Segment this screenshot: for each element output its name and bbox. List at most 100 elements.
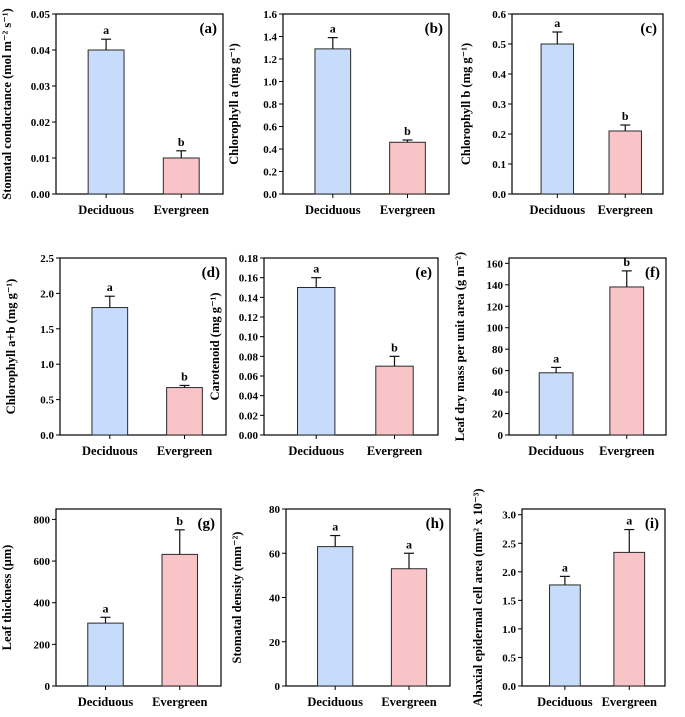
x-tick-label: Deciduous	[530, 203, 586, 217]
bar-deciduous	[540, 43, 575, 195]
x-tick-label: Deciduous	[305, 203, 361, 217]
panel-label: (b)	[425, 21, 443, 37]
x-tick-label: Evergreen	[599, 444, 654, 458]
y-tick-label: 0.02	[239, 410, 259, 422]
y-tick-label: 100	[487, 323, 504, 335]
plot-frame	[508, 257, 667, 436]
y-tick-label: 0.2	[492, 129, 506, 141]
bar-evergreen	[608, 130, 642, 195]
y-tick-label: 60	[269, 548, 281, 560]
significance-letter: b	[181, 369, 188, 383]
panel-label: (d)	[202, 265, 220, 281]
bar-deciduous	[87, 622, 124, 687]
y-tick-label: 200	[34, 639, 51, 651]
y-axis-label: Chlorophyll a+b (mg g⁻¹)	[4, 279, 18, 415]
x-tick-label: Evergreen	[367, 444, 422, 458]
y-tick-label: 0.00	[31, 189, 51, 201]
plot-frame	[55, 13, 224, 195]
y-tick-label: 40	[269, 593, 281, 605]
y-tick-label: 20	[269, 637, 281, 649]
y-tick-label: 20	[492, 409, 504, 421]
x-tick-label: Deciduous	[307, 695, 363, 709]
y-tick-label: 0.14	[239, 292, 259, 304]
significance-letter: a	[330, 22, 336, 36]
plot-frame	[55, 508, 222, 687]
bar-evergreen	[389, 141, 426, 195]
y-tick-label: 1.0	[40, 359, 54, 371]
bar-evergreen	[161, 553, 198, 687]
y-tick-label: 120	[487, 301, 504, 313]
y-tick-label: 1.6	[263, 9, 277, 21]
panel-g: 0 200 400 600 800 Leaf thickness (μm) (g) a Deci…	[0, 508, 222, 709]
bar-deciduous	[87, 49, 125, 195]
y-tick-label: 0.16	[239, 273, 259, 285]
x-tick-label: Evergreen	[602, 695, 657, 709]
y-axis-label: Leaf dry mass per unit area (g m⁻²)	[453, 252, 467, 441]
y-tick-label: 0.1	[492, 159, 506, 171]
bar-evergreen	[609, 286, 645, 436]
significance-letter: a	[406, 537, 412, 551]
y-tick-label: 0.18	[239, 253, 259, 265]
x-tick-label: Deciduous	[78, 695, 134, 709]
y-tick-label: 1.5	[40, 324, 54, 336]
y-tick-label: 0.0	[40, 430, 54, 442]
bar-evergreen	[166, 387, 203, 436]
significance-letter: a	[553, 351, 559, 365]
y-tick-label: 60	[492, 366, 504, 378]
significance-letter: a	[626, 514, 632, 528]
bar-deciduous	[317, 546, 354, 687]
y-tick-label: 0.0	[502, 681, 516, 693]
x-tick-label: Deciduous	[528, 444, 584, 458]
y-axis-label: Chlorophyll b (mg g⁻¹)	[459, 43, 473, 165]
y-tick-label: 0.10	[239, 332, 259, 344]
significance-letter: b	[622, 109, 629, 123]
significance-letter: a	[103, 601, 109, 615]
panel-a: 0.00 0.01 0.02 0.03 0.04 0.05 Stomatal conduct…	[0, 8, 224, 217]
y-tick-label: 0	[498, 430, 504, 442]
y-tick-label: 0.08	[239, 351, 259, 363]
y-tick-label: 0.6	[492, 9, 506, 21]
y-tick-label: 0.04	[31, 45, 51, 57]
panel-c: 0.0 0.1 0.2 0.3 0.4 0.5 0.6 Chlorophyll b (mg g…	[459, 9, 664, 217]
x-tick-label: Evergreen	[154, 203, 209, 217]
x-tick-label: Deciduous	[78, 203, 134, 217]
y-tick-label: 3.0	[502, 510, 516, 522]
bar-deciduous	[314, 48, 352, 195]
bar-deciduous	[538, 372, 574, 436]
panel-h: 0 20 40 60 80 Stomatal density (mm⁻²) (h) a Deci…	[230, 504, 451, 709]
y-tick-label: 2.0	[40, 288, 54, 300]
x-tick-label: Deciduous	[82, 444, 138, 458]
y-tick-label: 0.02	[31, 117, 51, 129]
y-tick-label: 1.4	[263, 32, 277, 44]
y-tick-label: 0.01	[31, 153, 50, 165]
y-axis-label: Stomatal conductance (mol m⁻² s⁻¹)	[0, 8, 14, 200]
y-tick-label: 80	[269, 504, 281, 516]
significance-letter: b	[391, 340, 398, 354]
bar-evergreen	[390, 568, 428, 687]
y-tick-label: 0.4	[263, 144, 277, 156]
significance-letter: b	[623, 255, 630, 269]
panel-b: 0.0 0.2 0.4 0.6 0.8 1.0 1.2 1.4 1.6 Chlorophyll a…	[227, 9, 450, 217]
panel-label: (e)	[415, 265, 432, 281]
plot-frame	[521, 508, 666, 687]
y-tick-label: 0.0	[263, 189, 277, 201]
significance-letter: b	[404, 124, 411, 138]
x-tick-label: Evergreen	[157, 444, 212, 458]
panel-d: 0.0 0.5 1.0 1.5 2.0 2.5 Chlorophyll a+b (mg g⁻…	[4, 253, 227, 458]
y-tick-label: 0.0	[492, 189, 506, 201]
y-tick-label: 0.5	[492, 39, 506, 51]
plot-frame	[263, 257, 439, 436]
y-axis-label: Leaf thickness (μm)	[0, 545, 14, 651]
bar-evergreen	[375, 365, 414, 436]
y-tick-label: 0.5	[502, 652, 516, 664]
bar-evergreen	[613, 551, 646, 687]
significance-letter: b	[176, 514, 183, 528]
y-tick-label: 1.0	[263, 77, 277, 89]
y-tick-label: 0.00	[239, 430, 259, 442]
x-tick-label: Evergreen	[598, 203, 653, 217]
y-tick-label: 0.8	[263, 99, 277, 111]
y-tick-label: 600	[34, 556, 51, 568]
y-axis-label: Carotenoid (mg g⁻¹)	[208, 292, 222, 400]
y-tick-label: 0.06	[239, 371, 259, 383]
y-tick-label: 0.2	[263, 167, 277, 179]
